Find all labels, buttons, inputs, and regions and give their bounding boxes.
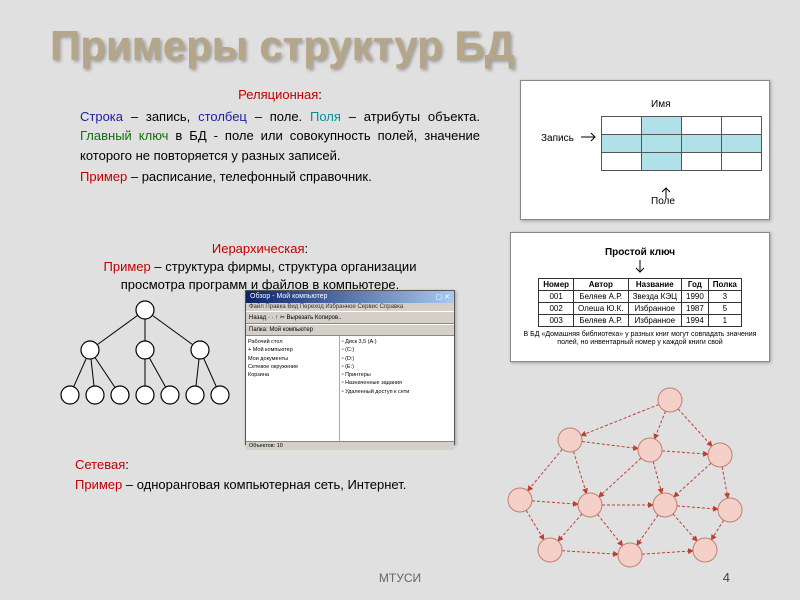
hierarchical-text: Иерархическая: Пример – структура фирмы,… [70, 240, 450, 295]
word-example-1: Пример [80, 169, 127, 184]
key-th: Название [628, 279, 681, 291]
relational-diagram: Имя Запись Поле [520, 80, 770, 220]
word-fields: Поля [310, 109, 341, 124]
slide-title: Примеры структур БД [50, 22, 515, 70]
tree-item: Мои документы [248, 355, 337, 363]
footer-page-number: 4 [723, 570, 730, 585]
arrow-up-icon [656, 186, 676, 198]
key-table-subtext: В БД «Домашняя библиотека» у разных книг… [517, 331, 763, 348]
network-text: Сетевая: Пример – одноранговая компьютер… [75, 455, 425, 494]
arrow-right-icon [581, 131, 599, 143]
window-titlebar: Обзор - Мой компьютер ▢ ✕ [246, 291, 454, 303]
list-item: ▫ Назначенные задания [342, 379, 452, 387]
arrow-down-icon [630, 260, 650, 276]
list-item: ▫ (C:) [342, 346, 452, 354]
label-record: Запись [541, 133, 574, 144]
footer-org: МТУСИ [379, 571, 421, 585]
key-th: Номер [539, 279, 574, 291]
window-menubar: Файл Правка Вид Переход Избранное Сервис… [246, 303, 454, 311]
window-toolbar: Назад · · ↑ ✂ Вырезать Копиров.. [246, 311, 454, 324]
key-data-table: НомерАвторНазваниеГодПолка 001Беляев А.Р… [538, 278, 742, 327]
list-item: ▫ Диск 3,5 (A:) [342, 338, 452, 346]
key-table-title: Простой ключ [517, 247, 763, 258]
window-list-pane: ▫ Диск 3,5 (A:)▫ (C:)▫ (D:)▫ (E:)▫ Принт… [340, 336, 454, 441]
window-title-text: Обзор - Мой компьютер [250, 293, 327, 301]
tree-diagram [50, 295, 240, 425]
word-key: Главный ключ [80, 128, 168, 143]
word-col: столбец [198, 109, 247, 124]
word-row: Строка [80, 109, 123, 124]
key-th: Автор [574, 279, 629, 291]
word-example-3: Пример [75, 477, 122, 492]
window-statusbar: Объектов: 10 [246, 441, 454, 450]
hierarchical-heading: Иерархическая [212, 241, 305, 256]
relational-heading: Реляционная [238, 87, 318, 102]
key-table-diagram: Простой ключ НомерАвторНазваниеГодПолка … [510, 232, 770, 362]
list-item: ▫ Принтеры [342, 371, 452, 379]
list-item: ▫ (E:) [342, 363, 452, 371]
word-example-2: Пример [104, 259, 151, 274]
window-tree-pane: Рабочий стол+ Мой компьютер Мои документ… [246, 336, 340, 441]
key-row: 002Олеша Ю.К.Избранное19875 [539, 303, 742, 315]
key-th: Год [682, 279, 709, 291]
list-item: ▫ (D:) [342, 355, 452, 363]
list-item: ▫ Удаленный доступ к сети [342, 388, 452, 396]
label-name: Имя [651, 99, 670, 110]
relational-grid [601, 116, 762, 171]
tree-item: Сетевое окружение [248, 363, 337, 371]
window-address: Папка: Мой компьютер [246, 324, 454, 336]
explorer-window: Обзор - Мой компьютер ▢ ✕ Файл Правка Ви… [245, 290, 455, 445]
tree-item: Рабочий стол [248, 338, 337, 346]
network-heading: Сетевая [75, 457, 125, 472]
key-row: 001Беляев А.Р.Звезда КЭЦ19903 [539, 291, 742, 303]
window-controls: ▢ ✕ [436, 293, 450, 301]
network-diagram [490, 380, 750, 570]
tree-item: + Мой компьютер [248, 346, 337, 354]
tree-item: Корзина [248, 371, 337, 379]
key-row: 003Беляев А.Р.Избранное19941 [539, 315, 742, 327]
key-th: Полка [708, 279, 741, 291]
relational-text: Реляционная: Строка – запись, столбец – … [80, 85, 480, 189]
